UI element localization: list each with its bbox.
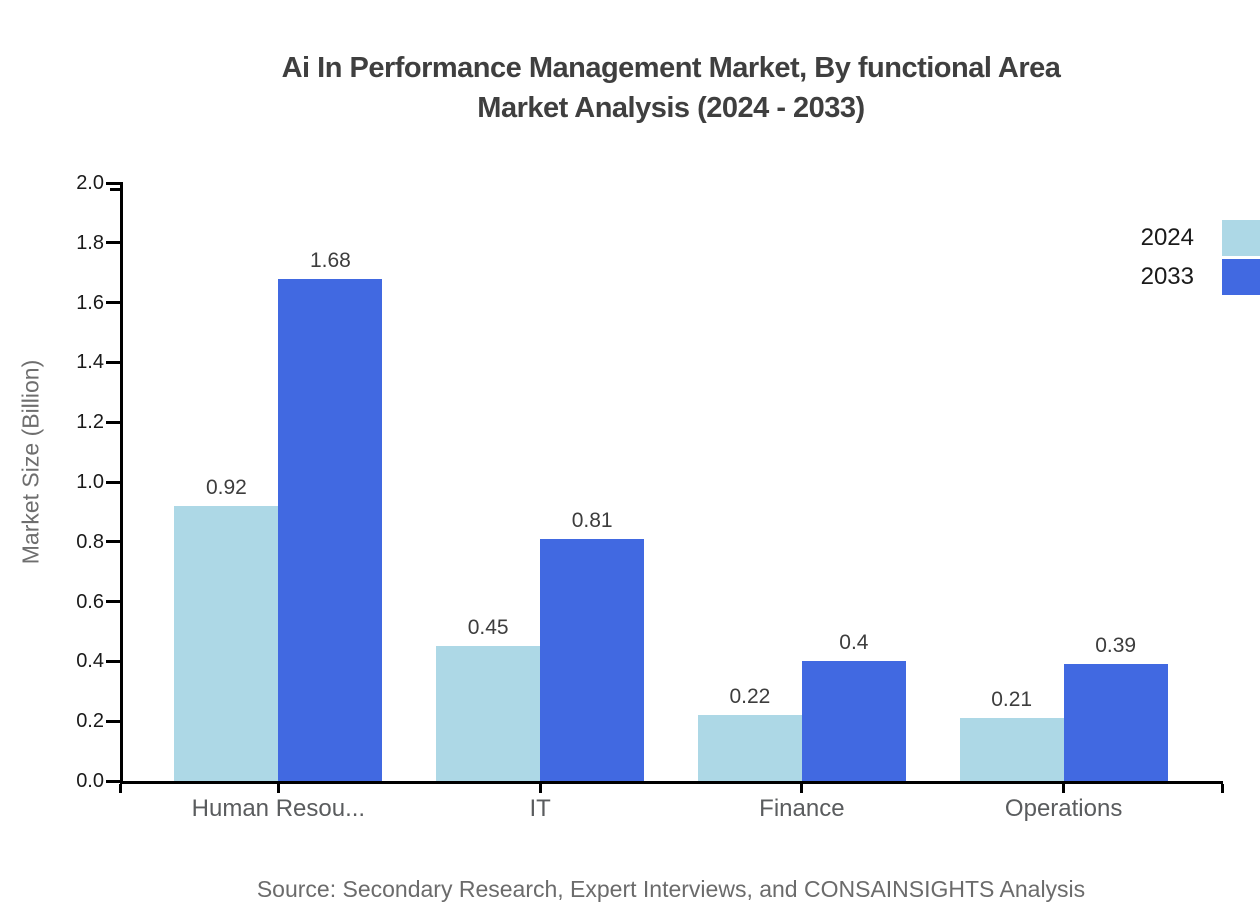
chart-title: Ai In Performance Management Market, By …: [120, 48, 1222, 128]
x-tick-human-resou: [276, 784, 280, 793]
y-tick-label-2.0: 2.0: [76, 172, 104, 194]
y-tick-0.0: [106, 779, 120, 783]
y-tick-0.4: [106, 659, 120, 663]
y-tick-1.0: [106, 480, 120, 484]
x-axis-left-end-tick: [118, 784, 122, 793]
legend-label-2033: 2033: [1140, 263, 1194, 290]
y-tick-label-1.8: 1.8: [76, 231, 104, 254]
y-axis-top-cap: [110, 188, 120, 191]
y-tick-0.6: [106, 600, 120, 604]
value-label-2024-finance: 0.22: [729, 685, 771, 709]
y-tick-label-0.4: 0.4: [76, 650, 104, 673]
bar-2024-it: [436, 646, 541, 781]
y-tick-label-0.8: 0.8: [76, 530, 104, 553]
value-label-2033-it: 0.81: [571, 508, 613, 532]
y-tick-0.8: [106, 540, 120, 544]
y-tick-1.2: [106, 420, 120, 424]
legend-label-2024: 2024: [1140, 224, 1194, 251]
value-label-2033-human-resou: 1.68: [309, 248, 351, 272]
plot-area: 2.0 1.8 1.6 1.4 1.2 1.0 0.8 0.6 0.4 0.2 0.0 Human R…: [76, 172, 1224, 822]
y-tick-1.8: [106, 241, 120, 245]
value-label-2024-it: 0.45: [467, 616, 509, 640]
source-note: Source: Secondary Research, Expert Inter…: [256, 876, 1086, 902]
legend-item-2033: 2033: [1141, 259, 1260, 295]
y-tick-label-0.0: 0.0: [76, 770, 104, 792]
bar-2024-human-resou: [174, 505, 279, 781]
category-label-finance: Finance: [759, 795, 845, 822]
y-tick-1.6: [106, 301, 120, 305]
bar-2033-operations: [1063, 664, 1168, 781]
legend-swatch-2033: [1222, 259, 1260, 295]
bar-2033-finance: [801, 661, 906, 781]
y-tick-label-1.6: 1.6: [76, 291, 104, 314]
chart-title-line2: Market Analysis (2024 - 2033): [477, 92, 865, 124]
value-label-2033-operations: 0.39: [1095, 634, 1137, 658]
y-tick-1.4: [106, 360, 120, 364]
legend: 2024 2033: [1141, 220, 1260, 298]
y-tick-label-1.2: 1.2: [76, 411, 104, 434]
value-label-2024-human-resou: 0.92: [205, 475, 247, 499]
x-axis-right-end-tick: [1220, 784, 1224, 793]
y-tick-0.2: [106, 719, 120, 723]
x-tick-it: [538, 784, 542, 793]
bar-2033-it: [540, 538, 645, 781]
x-tick-finance: [800, 784, 804, 793]
bar-2024-operations: [959, 718, 1064, 781]
y-tick-label-1.4: 1.4: [76, 351, 104, 374]
bar-2024-finance: [697, 715, 802, 781]
bar-2033-human-resou: [278, 278, 383, 781]
value-label-2024-operations: 0.21: [991, 688, 1033, 712]
y-tick-label-0.6: 0.6: [76, 590, 104, 613]
category-label-operations: Operations: [1004, 795, 1123, 822]
y-tick-label-0.2: 0.2: [76, 710, 104, 733]
legend-swatch-2024: [1222, 220, 1260, 256]
category-label-human-resou: Human Resou...: [191, 795, 366, 822]
y-tick-label-1.0: 1.0: [76, 471, 104, 493]
legend-item-2024: 2024: [1141, 220, 1260, 256]
category-label-it: IT: [529, 795, 551, 822]
chart-title-line1: Ai In Performance Management Market, By …: [281, 52, 1061, 84]
x-tick-operations: [1062, 784, 1066, 793]
value-label-2033-finance: 0.4: [839, 631, 869, 655]
y-tick-2.0: [106, 181, 120, 185]
